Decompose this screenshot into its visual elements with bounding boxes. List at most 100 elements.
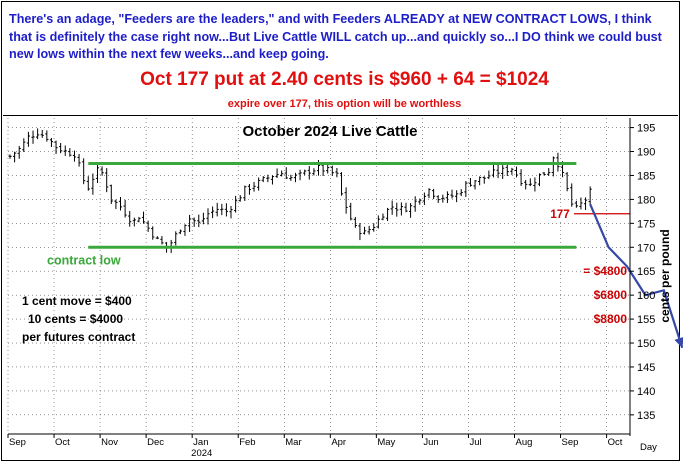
price-bar: [473, 179, 477, 190]
price-bar: [261, 176, 265, 183]
price-bar: [482, 176, 486, 184]
price-bar: [284, 167, 288, 180]
y-axis-title: cents per pound: [658, 229, 672, 322]
y-tick-label: 175: [637, 218, 655, 230]
price-bar: [413, 196, 417, 212]
price-bars: [8, 128, 592, 254]
y-tick-label: 180: [637, 194, 655, 206]
price-bar: [257, 177, 261, 191]
x-tick-label: Oct: [55, 437, 70, 448]
price-bar: [201, 212, 205, 225]
price-bar: [330, 165, 334, 176]
chart-title: October 2024 Live Cattle: [242, 123, 417, 140]
price-bar: [54, 140, 58, 155]
price-bar: [501, 165, 505, 179]
price-bar: [519, 169, 523, 186]
price-bar: [321, 163, 325, 176]
price-bar: [8, 154, 12, 159]
price-bar: [468, 177, 473, 187]
price-bar: [224, 203, 229, 217]
x-tick-label: Sep: [562, 437, 579, 448]
price-bar: [422, 192, 427, 205]
price-bar: [45, 130, 49, 142]
price-bar: [432, 188, 436, 200]
reference-lines: [88, 161, 683, 349]
price-bar: [59, 142, 63, 154]
price-bar: [22, 138, 26, 153]
price-bar: [82, 158, 86, 185]
price-bar: [238, 195, 242, 202]
price-bar: [275, 168, 279, 178]
price-bar: [210, 206, 215, 219]
x-tick-label: Oct: [608, 437, 623, 448]
price-bar: [293, 172, 298, 183]
price-bar: [533, 177, 537, 192]
price-bar: [312, 168, 316, 176]
price-bar: [63, 145, 67, 156]
price-bar: [436, 195, 440, 203]
contract-note: 10 cents = $4000: [28, 312, 123, 326]
y-tick-label: 150: [637, 338, 655, 350]
price-bar: [40, 129, 44, 138]
price-bar: [496, 164, 500, 179]
price-bar: [49, 138, 54, 148]
price-bar: [298, 169, 302, 181]
price-bar: [270, 175, 275, 185]
price-bar: [114, 199, 118, 210]
projection-arrowhead: [674, 337, 683, 348]
price-bar: [289, 174, 293, 181]
price-bar: [588, 186, 592, 205]
price-bar: [547, 168, 551, 176]
strike-label-bg: [546, 206, 574, 220]
price-bar: [408, 203, 413, 218]
price-bar: [390, 200, 394, 215]
price-bar: [13, 151, 17, 163]
x-tick-label: Aug: [515, 437, 532, 448]
price-bar: [326, 164, 330, 174]
x-axis-end-label: Day: [640, 442, 657, 453]
y-tick-label: 135: [637, 410, 655, 422]
price-bar: [349, 202, 353, 221]
price-bar: [220, 203, 224, 216]
price-bar: [537, 173, 542, 187]
commentary-text: There's an adage, "Feeders are the leade…: [9, 12, 662, 61]
price-bar: [31, 130, 35, 144]
price-bar: [192, 217, 196, 227]
price-bar: [86, 176, 90, 191]
price-bar: [197, 214, 201, 228]
price-bar: [183, 224, 187, 236]
x-tick-label: May: [377, 437, 395, 448]
x-tick-label: Jan: [193, 437, 208, 448]
contract-low-label: contract low: [47, 253, 121, 267]
price-bar: [524, 179, 528, 190]
x-tick-label: Feb: [239, 437, 255, 448]
y-tick-label: 190: [637, 147, 655, 159]
price-bar: [491, 163, 496, 178]
price-bar: [450, 189, 454, 199]
y-tick-label: 185: [637, 170, 655, 182]
price-bar: [307, 166, 311, 180]
loss-level-label: $6800: [594, 288, 628, 302]
price-bar: [455, 190, 459, 203]
price-bar: [418, 198, 422, 205]
price-bar: [381, 213, 385, 221]
x-tick-label: Jun: [423, 437, 438, 448]
x-tick-label: Apr: [331, 437, 346, 448]
price-bar: [229, 205, 233, 219]
price-bar: [510, 167, 514, 175]
price-bar: [478, 176, 482, 186]
price-bar: [570, 183, 574, 210]
price-bar: [234, 195, 238, 213]
price-bar: [77, 153, 81, 167]
price-bar: [565, 172, 569, 192]
price-bar: [353, 216, 357, 228]
price-bar: [464, 181, 468, 198]
price-bar: [215, 202, 219, 217]
price-bar: [118, 197, 123, 211]
loss-level-label: = $4800: [583, 264, 627, 278]
price-bar: [574, 200, 578, 208]
price-bar: [128, 211, 132, 227]
strike-label: 177: [550, 209, 569, 221]
